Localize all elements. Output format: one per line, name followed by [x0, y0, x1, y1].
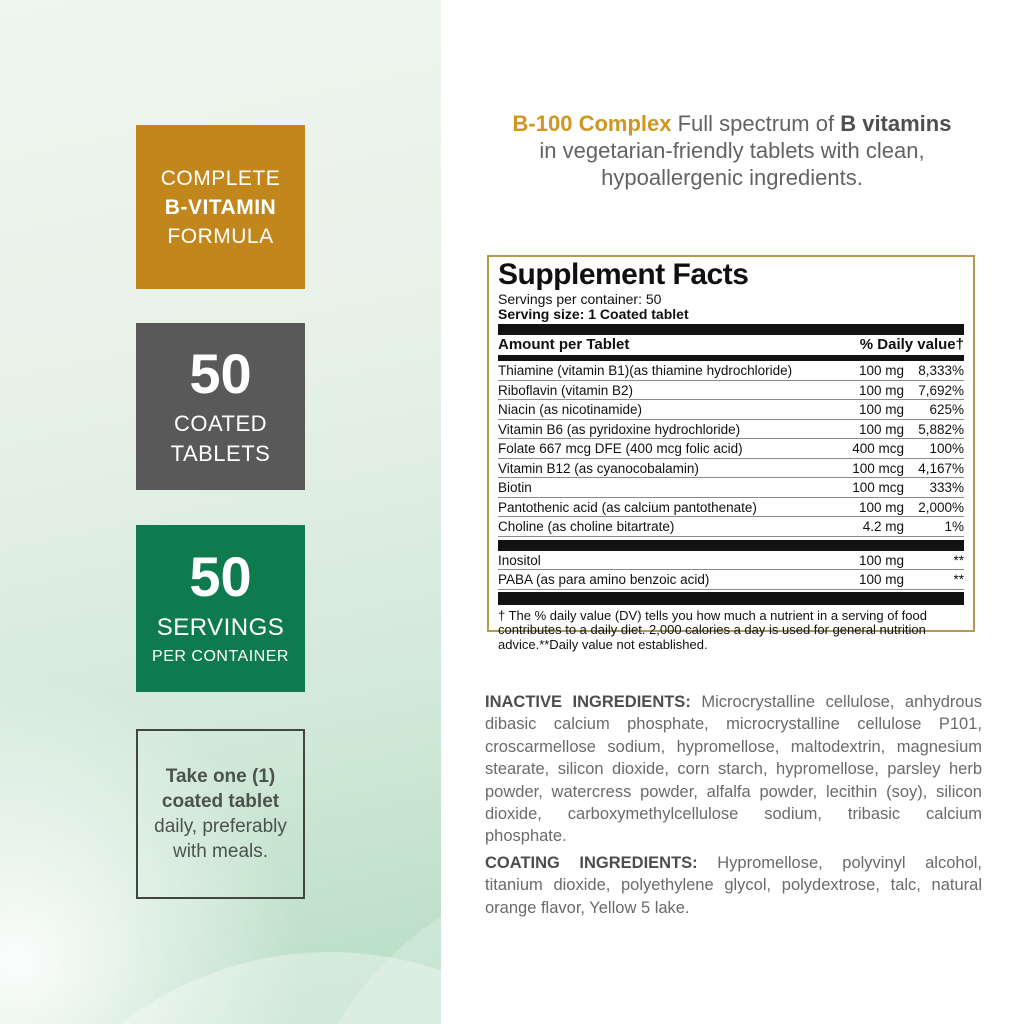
inactive-ingredients-text: Microcrystalline cellulose, anhydrous di… — [485, 693, 982, 846]
table-row: Inositol 100 mg ** — [498, 551, 964, 570]
headline-mid-text: Full spectrum of — [671, 111, 841, 136]
usage-directions-box: Take one (1) coated tablet daily, prefer… — [136, 729, 305, 899]
nutrient-name: PABA (as para amino benzoic acid) — [498, 572, 710, 587]
servings-per-container: Servings per container: 50 — [498, 291, 662, 307]
nutrient-amount: 100 mg — [858, 552, 904, 568]
facts-table-header: Amount per Tablet % Daily value† — [498, 335, 964, 355]
table-row: PABA (as para amino benzoic acid) 100 mg… — [498, 570, 964, 590]
usage-regular-text: daily, preferably with meals. — [154, 816, 287, 862]
badge-line: COMPLETE — [160, 166, 281, 190]
daily-value-footnote: † The % daily value (DV) tells you how m… — [498, 607, 927, 652]
serving-size: Serving size: 1 Coated tablet — [498, 305, 689, 322]
nutrient-daily-value: ** — [953, 552, 964, 568]
headline-line2: in vegetarian-friendly tablets with clea… — [539, 138, 925, 163]
nutrient-amount: 100 mg — [858, 421, 904, 437]
divider-bar — [498, 355, 964, 361]
nutrient-name: Riboflavin (vitamin B2) — [498, 382, 634, 398]
nutrient-amount: 100 mg — [858, 363, 904, 378]
nutrient-daily-value: ** — [953, 572, 964, 587]
badge-line: FORMULA — [167, 224, 274, 248]
supplement-facts-panel: Supplement Facts Servings per container:… — [487, 255, 975, 651]
table-row: Pantothenic acid (as calcium pantothenat… — [498, 498, 964, 517]
supplement-facts-title: Supplement Facts — [498, 258, 749, 291]
badge-line: COATED — [173, 410, 268, 436]
inactive-ingredients-label: INACTIVE INGREDIENTS: — [485, 693, 691, 711]
product-headline: B-100 Complex Full spectrum of B vitamin… — [452, 110, 1012, 191]
tablet-count: 50 — [189, 341, 252, 405]
table-row: Niacin (as nicotinamide) 100 mg 625% — [498, 400, 964, 420]
nutrient-daily-value: 2,000% — [918, 499, 964, 515]
nutrient-name: Biotin — [498, 480, 532, 495]
nutrient-daily-value: 5,882% — [918, 421, 964, 437]
nutrient-amount: 100 mg — [858, 499, 904, 515]
table-row: Choline (as choline bitartrate) 4.2 mg 1… — [498, 517, 964, 537]
nutrient-amount: 4.2 mg — [862, 519, 904, 534]
nutrient-name: Folate 667 mcg DFE (400 mcg folic acid) — [498, 441, 743, 456]
inactive-ingredients-paragraph: INACTIVE INGREDIENTS: Microcrystalline c… — [485, 691, 982, 848]
nutrient-amount: 100 mcg — [852, 480, 904, 495]
column-dv-label: % Daily value† — [859, 336, 964, 353]
nutrient-daily-value: 4,167% — [918, 460, 964, 476]
nutrient-name: Vitamin B6 (as pyridoxine hydrochloride) — [498, 421, 741, 437]
badge-coated-tablets-count: 50 COATED TABLETS — [136, 323, 305, 490]
nutrient-name: Inositol — [498, 552, 541, 568]
divider-bar — [498, 591, 964, 605]
badge-line: B-VITAMIN — [164, 195, 277, 219]
nutrient-daily-value: 625% — [929, 402, 964, 417]
nutrient-daily-value: 1% — [944, 519, 964, 534]
coating-ingredients-paragraph: COATING INGREDIENTS: Hypromellose, polyv… — [485, 852, 982, 919]
nutrient-name: Vitamin B12 (as cyanocobalamin) — [498, 460, 699, 476]
facts-table-main-rows: Thiamine (vitamin B1)(as thiamine hydroc… — [498, 361, 964, 537]
column-amount-label: Amount per Tablet — [498, 336, 630, 353]
usage-bold-text: Take one (1) coated tablet — [161, 766, 280, 812]
badge-line: PER CONTAINER — [152, 647, 289, 665]
nutrient-daily-value: 100% — [929, 441, 964, 456]
divider-bar — [498, 539, 964, 551]
nutrient-daily-value: 333% — [929, 480, 964, 495]
table-row: Thiamine (vitamin B1)(as thiamine hydroc… — [498, 361, 964, 381]
badge-line: TABLETS — [170, 440, 271, 466]
table-row: Folate 667 mcg DFE (400 mcg folic acid) … — [498, 439, 964, 459]
nutrient-amount: 400 mcg — [852, 441, 904, 456]
nutrient-name: Niacin (as nicotinamide) — [498, 402, 643, 417]
nutrient-name: Pantothenic acid (as calcium pantothenat… — [498, 499, 757, 515]
brand-name: B-100 Complex — [512, 111, 672, 136]
nutrient-name: Choline (as choline bitartrate) — [498, 519, 675, 534]
badge-line: SERVINGS — [156, 613, 285, 641]
headline-line3: hypoallergenic ingredients. — [601, 165, 863, 190]
table-row: Vitamin B12 (as cyanocobalamin) 100 mcg … — [498, 459, 964, 478]
nutrient-amount: 100 mcg — [852, 460, 904, 476]
nutrient-name: Thiamine (vitamin B1)(as thiamine hydroc… — [498, 363, 793, 378]
nutrient-amount: 100 mg — [858, 382, 904, 398]
nutrient-daily-value: 8,333% — [918, 363, 964, 378]
nutrient-amount: 100 mg — [858, 402, 904, 417]
badge-servings-per-container: 50 SERVINGS PER CONTAINER — [136, 525, 305, 692]
coating-ingredients-label: COATING INGREDIENTS: — [485, 854, 698, 872]
facts-table-extra-rows: Inositol 100 mg ** PABA (as para amino b… — [498, 551, 964, 590]
coating-ingredients-text: Hypromellose, polyvinyl alcohol, titaniu… — [485, 854, 982, 917]
table-row: Vitamin B6 (as pyridoxine hydrochloride)… — [498, 420, 964, 439]
headline-bold-text: B vitamins — [840, 111, 952, 136]
usage-directions-text: Take one (1) coated tablet daily, prefer… — [138, 764, 303, 864]
table-row: Riboflavin (vitamin B2) 100 mg 7,692% — [498, 381, 964, 400]
serving-count: 50 — [189, 544, 252, 608]
nutrient-amount: 100 mg — [858, 572, 904, 587]
nutrient-daily-value: 7,692% — [918, 382, 964, 398]
table-row: Biotin 100 mcg 333% — [498, 478, 964, 498]
divider-bar — [498, 324, 964, 335]
badge-complete-b-vitamin-formula: COMPLETE B-VITAMIN FORMULA — [136, 125, 305, 289]
